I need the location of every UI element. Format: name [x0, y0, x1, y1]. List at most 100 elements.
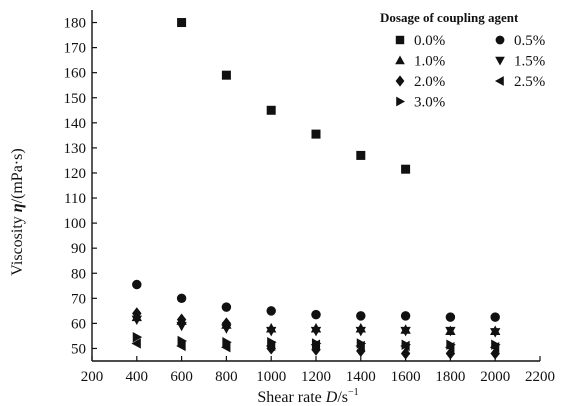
data-point — [132, 279, 142, 290]
legend-marker — [494, 76, 504, 86]
data-point — [355, 326, 366, 337]
legend-marker — [396, 96, 406, 107]
data-point — [267, 337, 277, 348]
data-point — [356, 150, 366, 160]
data-point — [131, 315, 142, 326]
y-axis-title-unit: /(mPa·s) — [9, 148, 26, 203]
y-axis-title: Viscosity η/(mPa·s) — [9, 148, 26, 275]
x-axis-title: Shear rate D/s−1 — [257, 387, 358, 406]
data-point — [445, 326, 456, 337]
legend-label: 3.0% — [414, 95, 445, 111]
data-point — [356, 311, 366, 321]
data-point — [401, 339, 411, 350]
x-tick-label: 1200 — [301, 369, 331, 385]
legend-marker — [495, 56, 505, 66]
y-tick-label: 150 — [64, 91, 87, 107]
series-1.5% — [131, 315, 501, 338]
data-point — [490, 328, 501, 338]
series-3.0% — [132, 332, 501, 350]
data-point — [445, 347, 456, 360]
data-point — [221, 70, 231, 80]
y-tick-label: 50 — [71, 341, 86, 357]
data-point — [490, 312, 500, 322]
x-tick-label: 200 — [81, 369, 104, 385]
x-axis-title-unit: /s — [337, 389, 348, 406]
data-point — [176, 340, 186, 352]
legend-marker — [395, 35, 405, 45]
x-tick-label: 600 — [170, 369, 193, 385]
data-point — [266, 105, 276, 115]
legend-label: 2.0% — [414, 74, 445, 90]
data-point — [222, 337, 232, 348]
series-2.0% — [132, 307, 500, 360]
legend-label: 0.5% — [514, 33, 545, 49]
data-point — [356, 338, 367, 349]
x-tick-label: 1800 — [435, 369, 465, 385]
x-tick-label: 2000 — [480, 369, 510, 385]
x-tick-label: 1400 — [346, 369, 376, 385]
data-point — [177, 18, 187, 28]
data-point — [132, 307, 142, 320]
legend-items: 0.0% 0.5% 1.0% 1.5% 2.0% 2.5% 3.0% — [395, 33, 545, 111]
x-tick-label: 800 — [215, 369, 238, 385]
data-point — [446, 339, 456, 350]
y-tick-label: 80 — [71, 266, 86, 282]
axes — [91, 10, 540, 362]
legend-label: 2.5% — [514, 74, 545, 90]
data-point — [445, 312, 456, 322]
data-point — [400, 347, 411, 360]
x-axis-title-sup: −1 — [348, 387, 359, 398]
data-point — [221, 342, 231, 353]
data-point — [132, 332, 143, 343]
legend-marker — [495, 35, 505, 45]
data-point — [131, 338, 141, 349]
data-point — [221, 317, 232, 330]
data-point — [310, 326, 322, 337]
data-point — [311, 309, 321, 320]
data-point — [401, 164, 411, 174]
legend-marker — [395, 75, 405, 87]
data-point — [176, 321, 187, 332]
data-point — [266, 326, 277, 337]
x-axis-title-text: Shear rate — [257, 389, 325, 406]
legend-title: Dosage of coupling agent — [380, 10, 519, 25]
x-tick-label: 1000 — [256, 369, 286, 385]
legend-label: 1.0% — [414, 54, 445, 70]
data-point — [311, 129, 321, 139]
x-tick-label: 2200 — [525, 369, 555, 385]
y-tick-label: 170 — [64, 41, 87, 57]
data-point — [176, 293, 187, 304]
data-point — [177, 335, 187, 347]
data-point — [491, 339, 501, 350]
y-tick-label: 130 — [64, 141, 87, 157]
x-axis-title-var: D — [325, 389, 338, 406]
y-tick-label: 110 — [64, 191, 86, 207]
legend-label: 0.0% — [414, 33, 445, 49]
y-tick-label: 100 — [64, 216, 87, 232]
ticks: 50 60 70 80 90 100 110 120 130 140 150 160 170 180 200… — [64, 16, 556, 385]
legend-label: 1.5% — [514, 54, 545, 70]
data-point — [400, 326, 411, 337]
x-tick-label: 1600 — [391, 369, 421, 385]
y-axis-title-var: η — [9, 203, 26, 212]
data-point — [221, 302, 232, 312]
legend-marker — [395, 55, 405, 65]
y-tick-label: 90 — [71, 241, 86, 257]
data-point — [176, 313, 187, 326]
legend: Dosage of coupling agent 0.0% 0.5% 1.0% 1.5… — [380, 10, 545, 111]
y-tick-label: 120 — [64, 166, 87, 182]
data-point — [311, 338, 322, 349]
data-point — [356, 344, 366, 358]
y-axis-title-text: Viscosity — [9, 212, 26, 275]
data-point — [400, 311, 411, 321]
y-tick-label: 70 — [71, 291, 86, 307]
series-0.0% — [177, 18, 411, 174]
y-tick-label: 160 — [64, 66, 87, 82]
y-tick-label: 180 — [64, 16, 87, 32]
data-point — [266, 306, 276, 316]
x-tick-label: 400 — [126, 369, 149, 385]
y-tick-label: 140 — [64, 116, 87, 132]
series-0.5% — [132, 279, 500, 322]
data-points — [131, 18, 501, 360]
